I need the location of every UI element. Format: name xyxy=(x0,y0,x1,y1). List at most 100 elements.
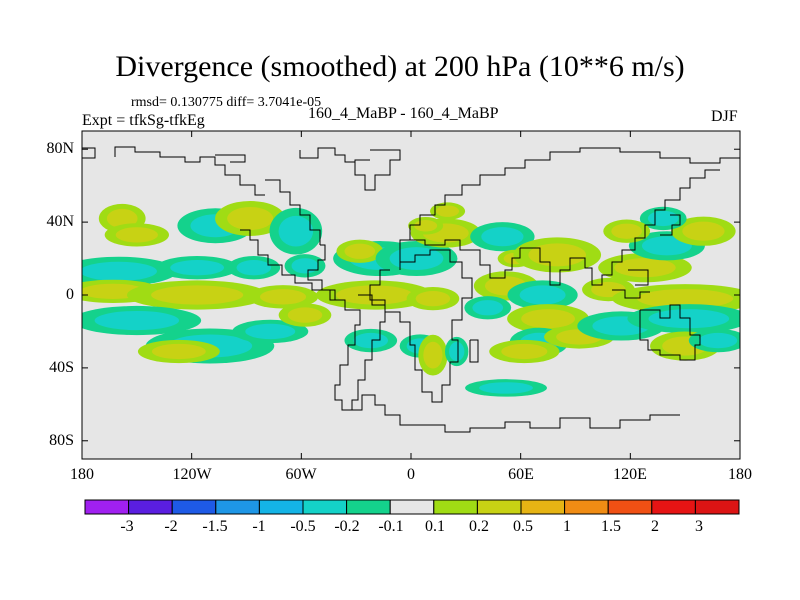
y-tick-label-80n: 80N xyxy=(46,140,74,157)
colorbar-swatch xyxy=(651,499,696,515)
contour-core-europe-pos xyxy=(414,220,438,232)
coastline-antarctic-peninsula xyxy=(352,394,422,426)
contour-fills xyxy=(82,200,740,397)
contour-core-atlantic-eq-pos xyxy=(336,285,413,305)
contour-core-trop-pac-west-neg xyxy=(82,261,157,281)
colorbar-label: 1 xyxy=(563,518,571,535)
contour-core-ne-pacific-pos xyxy=(227,206,274,230)
colorbar-label: -0.2 xyxy=(334,518,360,535)
contour-core-indian-s-pos xyxy=(521,309,575,329)
experiment-label: Expt = tfkSg-tfkEg xyxy=(82,112,205,129)
colorbar-swatch xyxy=(433,499,478,515)
coastline-arabia xyxy=(470,248,521,279)
colorbar-swatch xyxy=(476,499,522,515)
colorbar-swatch xyxy=(128,499,173,515)
coastline-africa xyxy=(369,249,473,403)
contour-core-eq-pac-pos-east xyxy=(260,289,307,305)
colorbar xyxy=(84,499,740,515)
x-tick-label-120w: 120W xyxy=(172,466,212,483)
x-tick-label-180w: 180 xyxy=(70,466,94,483)
contour-core-s-ocean-neg xyxy=(479,382,533,394)
stats-text: rmsd= 0.130775 diff= 3.7041e-05 xyxy=(131,95,322,110)
contour-core-s-pac-pos xyxy=(152,343,206,360)
colorbar-swatch xyxy=(84,499,130,515)
colorbar-label: -1.5 xyxy=(202,518,228,535)
contour-core-s-africa-pos xyxy=(423,341,443,369)
y-tick-label-40n: 40N xyxy=(46,213,74,230)
coastlines xyxy=(82,146,740,433)
colorbar-label: -0.5 xyxy=(290,518,316,535)
contour-core-spcz-neg2 xyxy=(245,323,296,340)
y-tick-label-80s: 80S xyxy=(49,432,74,449)
coastline-north-america xyxy=(82,147,96,159)
coastline-japan xyxy=(660,214,681,236)
colorbar-swatch xyxy=(607,499,653,515)
contour-core-n-pacific-west-pos xyxy=(115,227,158,243)
coastline-alaska xyxy=(114,146,265,196)
chart-title: Divergence (smoothed) at 200 hPa (10**6 … xyxy=(115,50,685,83)
contour-core-sw-pacific-neg xyxy=(698,332,738,349)
colorbar-swatch xyxy=(215,499,260,515)
axis-ticks xyxy=(81,131,741,459)
colorbar-swatch xyxy=(564,499,609,515)
coastline-south-america xyxy=(322,289,386,411)
contour-core-mideast-neg xyxy=(481,227,524,247)
colorbar-label: -2 xyxy=(164,518,178,535)
x-tick-label-120e: 120E xyxy=(613,466,647,483)
contour-core-s-pac-west-neg xyxy=(94,310,180,331)
contour-core-eq-pac-pos-mid xyxy=(151,285,244,305)
colorbar-label: 0.2 xyxy=(469,518,489,535)
case-label: 160_4_MaBP - 160_4_MaBP xyxy=(308,105,499,122)
colorbar-swatch xyxy=(389,499,435,515)
contour-core-nw-pacific-neg xyxy=(641,236,692,256)
contour-core-s-africa-neg xyxy=(449,341,465,362)
colorbar-label: 0.1 xyxy=(425,518,445,535)
contour-core-africa-n-neg xyxy=(389,247,444,271)
colorbar-swatch xyxy=(520,499,566,515)
x-tick-label-0: 0 xyxy=(407,466,415,483)
y-tick-label-eq: 0 xyxy=(66,286,74,303)
colorbar-swatch xyxy=(302,499,348,515)
contour-core-us-west-neg xyxy=(278,215,314,247)
contour-core-s-atlantic-neg xyxy=(353,332,389,349)
contour-core-n-pacific-west xyxy=(106,208,138,229)
coastline-canada xyxy=(215,154,246,163)
y-tick-label-40s: 40S xyxy=(49,359,74,376)
coastline-india xyxy=(520,169,720,286)
coastline-us-east xyxy=(307,244,340,301)
coastline-australia xyxy=(639,304,701,361)
contour-core-w-pacific-eq-pos xyxy=(637,289,734,309)
colorbar-label: -1 xyxy=(252,518,266,535)
colorbar-label: 2 xyxy=(651,518,659,535)
colorbar-swatch xyxy=(694,499,740,515)
contour-core-w-pacific-s-neg xyxy=(648,309,730,329)
colorbar-swatch xyxy=(258,499,304,515)
contour-core-asia-pos xyxy=(528,243,587,267)
coastline-canada-arctic xyxy=(299,147,355,163)
coastline-hudson xyxy=(265,179,321,245)
coastline-us-west xyxy=(240,229,322,291)
contour-core-indian-s-pos2 xyxy=(501,343,548,360)
contour-core-trop-pac-mid-neg2 xyxy=(236,260,272,276)
contour-core-japan-neg xyxy=(647,210,679,227)
contour-core-atlantic-n-pos xyxy=(344,243,376,259)
contour-core-trop-pac-mid-neg xyxy=(170,260,225,276)
colorbar-swatch xyxy=(346,499,391,515)
contour-core-atlantic-eq-pos2 xyxy=(415,290,451,307)
contour-core-n-europe-pos xyxy=(436,205,460,217)
colorbar-label: 0.5 xyxy=(513,518,533,535)
x-tick-label-60e: 60E xyxy=(508,466,534,483)
contour-core-s-pac-pos2 xyxy=(287,307,323,323)
contour-core-nw-pacific-pos xyxy=(614,258,676,278)
colorbar-swatch xyxy=(171,499,217,515)
coastline-mediterranean xyxy=(410,239,470,251)
coastline-greenland xyxy=(354,149,401,191)
contour-core-c-america-neg xyxy=(291,258,319,274)
colorbar-label: 3 xyxy=(695,518,703,535)
coastline-europe xyxy=(399,147,740,262)
colorbar-label: -3 xyxy=(120,518,134,535)
colorbar-label: -0.1 xyxy=(378,518,404,535)
contour-core-china-pos xyxy=(611,223,643,239)
x-tick-label-180e: 180 xyxy=(728,466,752,483)
